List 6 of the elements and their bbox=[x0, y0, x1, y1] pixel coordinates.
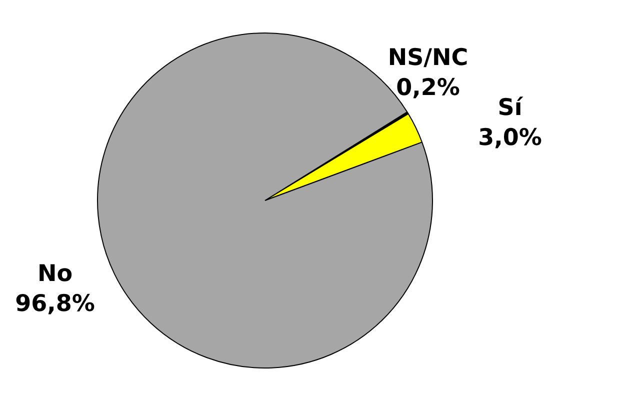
slice-label: No bbox=[37, 260, 73, 287]
slice-label: Sí bbox=[498, 94, 524, 121]
data-label: 3,0% bbox=[478, 124, 542, 151]
slice-label: NS/NC bbox=[388, 44, 468, 71]
data-label: 96,8% bbox=[15, 290, 95, 317]
data-label: 0,2% bbox=[396, 74, 460, 101]
